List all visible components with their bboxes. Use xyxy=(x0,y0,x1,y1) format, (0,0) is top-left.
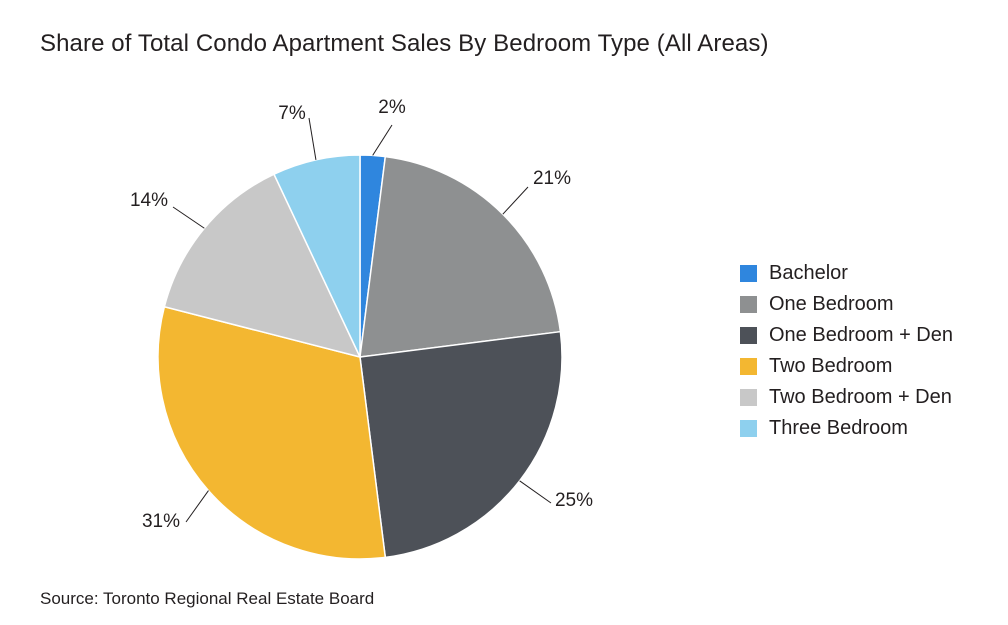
data-label: 14% xyxy=(130,190,168,211)
legend-swatch xyxy=(740,265,757,282)
legend-label: Two Bedroom xyxy=(769,355,893,377)
leader-line xyxy=(519,480,552,504)
legend-label: Two Bedroom + Den xyxy=(769,386,952,408)
leader-line xyxy=(172,206,205,229)
legend-label: One Bedroom xyxy=(769,293,894,315)
legend-label: Three Bedroom xyxy=(769,417,908,439)
legend-swatch xyxy=(740,296,757,313)
pie-slice-one-bedroom-den xyxy=(359,330,563,559)
data-label: 21% xyxy=(533,168,571,189)
legend-swatch xyxy=(740,327,757,344)
legend-item-bachelor: Bachelor xyxy=(740,258,953,289)
legend-item-one-bedroom-den: One Bedroom + Den xyxy=(740,320,953,351)
legend-swatch xyxy=(740,358,757,375)
data-label: 31% xyxy=(142,511,180,532)
legend-label: One Bedroom + Den xyxy=(769,324,953,346)
pie-slice-two-bedroom xyxy=(157,305,387,560)
pie-data-labels: 2% 21% 25% 31% 14% 7% xyxy=(130,97,593,532)
pie-slice-three-bedroom xyxy=(272,154,361,358)
leader-line xyxy=(185,490,209,523)
chart-legend: Bachelor One Bedroom One Bedroom + Den T… xyxy=(740,258,953,444)
pie-slice-one-bedroom xyxy=(359,155,562,358)
data-label: 2% xyxy=(378,97,406,118)
pie-leader-lines xyxy=(172,117,552,523)
pie-slices xyxy=(157,154,563,560)
data-label: 25% xyxy=(555,490,593,511)
legend-item-three-bedroom: Three Bedroom xyxy=(740,413,953,444)
source-note: Source: Toronto Regional Real Estate Boa… xyxy=(40,589,375,608)
data-label: 7% xyxy=(278,103,306,124)
legend-item-two-bedroom-den: Two Bedroom + Den xyxy=(740,382,953,413)
legend-swatch xyxy=(740,420,757,437)
legend-swatch xyxy=(740,389,757,406)
legend-item-one-bedroom: One Bedroom xyxy=(740,289,953,320)
chart-title: Share of Total Condo Apartment Sales By … xyxy=(40,30,769,57)
legend-item-two-bedroom: Two Bedroom xyxy=(740,351,953,382)
leader-line xyxy=(372,124,393,156)
pie-slice-two-bedroom-den xyxy=(163,173,362,359)
leader-line xyxy=(308,117,317,160)
legend-label: Bachelor xyxy=(769,262,848,284)
leader-line xyxy=(502,186,529,215)
